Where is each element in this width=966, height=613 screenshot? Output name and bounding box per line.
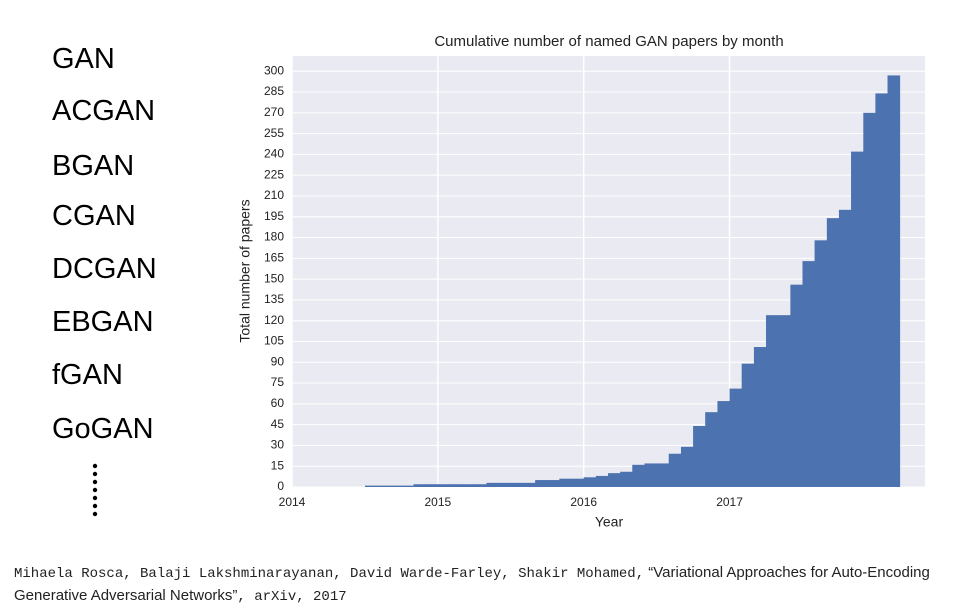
gan-name: GAN [52, 43, 115, 75]
bar [887, 75, 901, 488]
y-tick-label: 60 [271, 396, 285, 410]
y-tick-label: 105 [264, 334, 284, 348]
bar [425, 484, 439, 487]
gan-name: CGAN [52, 200, 136, 232]
bar [608, 473, 621, 487]
x-tick-label: 2014 [279, 495, 306, 509]
bar [364, 485, 378, 487]
y-tick-label: 165 [264, 251, 284, 265]
x-axis-label: Year [595, 514, 624, 530]
bar [644, 463, 658, 487]
bar [741, 363, 755, 487]
bar [401, 485, 414, 487]
bar [656, 463, 670, 487]
bar [838, 209, 852, 487]
y-tick-label: 180 [264, 230, 284, 244]
bar [498, 482, 512, 487]
chart: Cumulative number of named GAN papers by… [237, 33, 925, 530]
y-axis-label: Total number of papers [237, 199, 253, 342]
gan-name: EBGAN [52, 306, 154, 338]
y-tick-label: 120 [264, 313, 284, 327]
y-tick-label: 225 [264, 167, 284, 181]
bar [729, 388, 743, 487]
bar [875, 93, 889, 488]
bar [535, 480, 548, 487]
bar [547, 480, 560, 487]
bar [717, 401, 731, 487]
bar [705, 412, 718, 487]
ellipsis [92, 463, 98, 517]
bar [595, 475, 609, 487]
bar [413, 484, 427, 487]
y-tick-label: 240 [264, 147, 284, 161]
bar [814, 240, 828, 487]
bar [437, 484, 451, 487]
bar [522, 482, 536, 487]
bar [449, 484, 463, 487]
gan-name: BGAN [52, 150, 135, 182]
bar [377, 485, 390, 487]
bar [571, 478, 585, 487]
bar [559, 478, 573, 487]
y-tick-label: 135 [264, 292, 284, 306]
bar [462, 484, 475, 487]
bar [826, 218, 840, 487]
bar [680, 446, 694, 487]
bar [693, 426, 706, 487]
bar [486, 482, 500, 487]
bar [583, 477, 597, 487]
y-tick-label: 90 [271, 354, 285, 368]
bar [668, 453, 682, 487]
bar [389, 485, 402, 487]
chart-title: Cumulative number of named GAN papers by… [434, 33, 783, 50]
bar [620, 471, 633, 487]
bar [766, 315, 779, 487]
x-tick-label: 2016 [570, 495, 597, 509]
y-tick-label: 30 [271, 438, 285, 452]
gan-name: ACGAN [52, 95, 156, 127]
citation-venue: , arXiv, 2017 [237, 589, 347, 605]
y-tick-label: 15 [271, 458, 285, 472]
y-tick-label: 285 [264, 84, 284, 98]
bar [790, 284, 803, 487]
y-tick-label: 45 [271, 417, 285, 431]
citation-title: “Variational Approaches for Auto-Encodin… [14, 564, 930, 604]
y-tick-label: 300 [264, 63, 284, 77]
x-tick-label: 2017 [716, 495, 743, 509]
y-tick-label: 210 [264, 188, 284, 202]
x-tick-label: 2015 [425, 495, 452, 509]
citation: Mihaela Rosca, Balaji Lakshminarayanan, … [14, 562, 949, 608]
y-tick-label: 75 [271, 375, 285, 389]
gan-name: GoGAN [52, 413, 154, 445]
bar [863, 112, 876, 487]
bar [778, 315, 791, 487]
y-tick-label: 0 [277, 479, 284, 493]
citation-authors: Mihaela Rosca, Balaji Lakshminarayanan, … [14, 566, 645, 582]
y-tick-label: 270 [264, 105, 284, 119]
bar [474, 484, 487, 487]
gan-name: fGAN [52, 359, 123, 391]
bar [632, 464, 646, 487]
y-tick-label: 150 [264, 271, 284, 285]
y-tick-label: 255 [264, 126, 284, 140]
bar [510, 482, 524, 487]
y-tick-label: 195 [264, 209, 284, 223]
bar [851, 151, 864, 488]
gan-name: DCGAN [52, 253, 157, 285]
bar [753, 347, 767, 487]
bar [802, 261, 816, 487]
